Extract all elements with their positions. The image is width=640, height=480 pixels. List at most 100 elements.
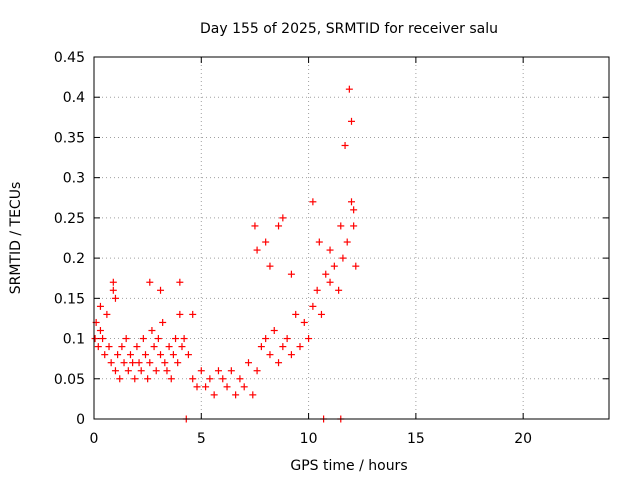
data-point xyxy=(146,278,154,286)
data-point xyxy=(150,343,158,351)
data-point xyxy=(124,367,132,375)
data-point xyxy=(292,310,300,318)
data-point xyxy=(253,367,261,375)
y-axis-label: SRMTID / TECUs xyxy=(8,182,24,295)
data-point xyxy=(305,335,313,343)
data-point xyxy=(135,359,143,367)
data-point xyxy=(223,383,231,391)
data-point xyxy=(350,222,358,230)
data-point xyxy=(114,351,122,359)
data-point xyxy=(189,310,197,318)
data-point xyxy=(152,367,160,375)
y-tick-labels: 0 0.05 0.1 0.15 0.2 0.25 0.3 0.35 0.4 0.45 xyxy=(54,50,85,428)
y-tick-label: 0.15 xyxy=(54,291,85,307)
data-point xyxy=(296,343,304,351)
data-point xyxy=(161,359,169,367)
data-point xyxy=(118,343,126,351)
data-point xyxy=(313,286,321,294)
data-point xyxy=(322,270,330,278)
data-point xyxy=(309,198,317,206)
data-point xyxy=(184,351,192,359)
y-tick-label: 0.45 xyxy=(54,50,85,66)
data-point xyxy=(350,206,358,214)
data-point xyxy=(146,359,154,367)
data-point xyxy=(148,327,156,335)
data-point xyxy=(300,318,308,326)
y-tick-label: 0.1 xyxy=(63,332,85,348)
chart-title: Day 155 of 2025, SRMTID for receiver sal… xyxy=(200,21,498,37)
x-tick-label: 0 xyxy=(90,431,99,447)
data-point xyxy=(144,375,152,383)
data-point xyxy=(236,375,244,383)
data-point xyxy=(326,278,334,286)
data-point xyxy=(122,335,130,343)
data-point xyxy=(167,375,175,383)
data-point xyxy=(326,246,334,254)
data-point xyxy=(176,278,184,286)
plot-frame xyxy=(93,56,610,420)
data-point xyxy=(178,343,186,351)
data-point xyxy=(262,335,270,343)
data-point xyxy=(335,286,343,294)
data-point xyxy=(309,302,317,310)
data-point xyxy=(139,335,147,343)
data-point xyxy=(214,367,222,375)
data-point xyxy=(343,238,351,246)
data-point xyxy=(142,351,149,359)
data-point xyxy=(317,310,325,318)
data-point xyxy=(101,351,109,359)
y-tick-label: 0.3 xyxy=(63,171,85,187)
data-point xyxy=(91,335,99,343)
data-point xyxy=(105,343,113,351)
data-point xyxy=(165,343,173,351)
data-point xyxy=(189,375,197,383)
y-tick-label: 0.4 xyxy=(63,90,85,106)
data-point xyxy=(103,310,111,318)
data-point xyxy=(109,278,117,286)
data-point xyxy=(262,238,270,246)
x-tick-label: 15 xyxy=(407,431,425,447)
data-point xyxy=(172,335,180,343)
data-point xyxy=(120,359,128,367)
data-point xyxy=(180,335,188,343)
x-axis-label: GPS time / hours xyxy=(290,458,407,474)
data-point xyxy=(129,359,137,367)
y-tick-label: 0.25 xyxy=(54,211,85,227)
data-point xyxy=(99,335,107,343)
data-point xyxy=(111,367,119,375)
y-tick-label: 0.35 xyxy=(54,130,85,146)
data-point xyxy=(96,302,104,310)
data-point xyxy=(157,351,165,359)
data-point xyxy=(94,343,102,351)
data-point xyxy=(176,310,184,318)
data-point xyxy=(337,222,345,230)
grid-lines xyxy=(94,57,609,419)
data-point xyxy=(169,351,177,359)
data-point xyxy=(137,367,145,375)
data-point xyxy=(348,117,355,125)
data-point xyxy=(266,262,274,270)
x-tick-labels: 0 5 10 15 20 xyxy=(90,431,533,447)
data-point xyxy=(206,375,214,383)
y-tick-label: 0.2 xyxy=(63,251,85,267)
data-point xyxy=(197,367,205,375)
data-point xyxy=(109,286,117,294)
data-point xyxy=(219,375,227,383)
data-point xyxy=(345,85,353,93)
data-point xyxy=(330,262,338,270)
data-point xyxy=(279,343,287,351)
data-point xyxy=(154,335,162,343)
data-point xyxy=(339,254,347,262)
data-point xyxy=(202,383,210,391)
data-point xyxy=(131,375,139,383)
data-point xyxy=(210,391,218,399)
data-point xyxy=(245,359,252,367)
data-point xyxy=(107,359,115,367)
data-point xyxy=(275,222,283,230)
data-point xyxy=(126,351,134,359)
data-point xyxy=(266,351,274,359)
data-point xyxy=(315,238,323,246)
data-point xyxy=(251,222,259,230)
data-point xyxy=(279,214,287,222)
